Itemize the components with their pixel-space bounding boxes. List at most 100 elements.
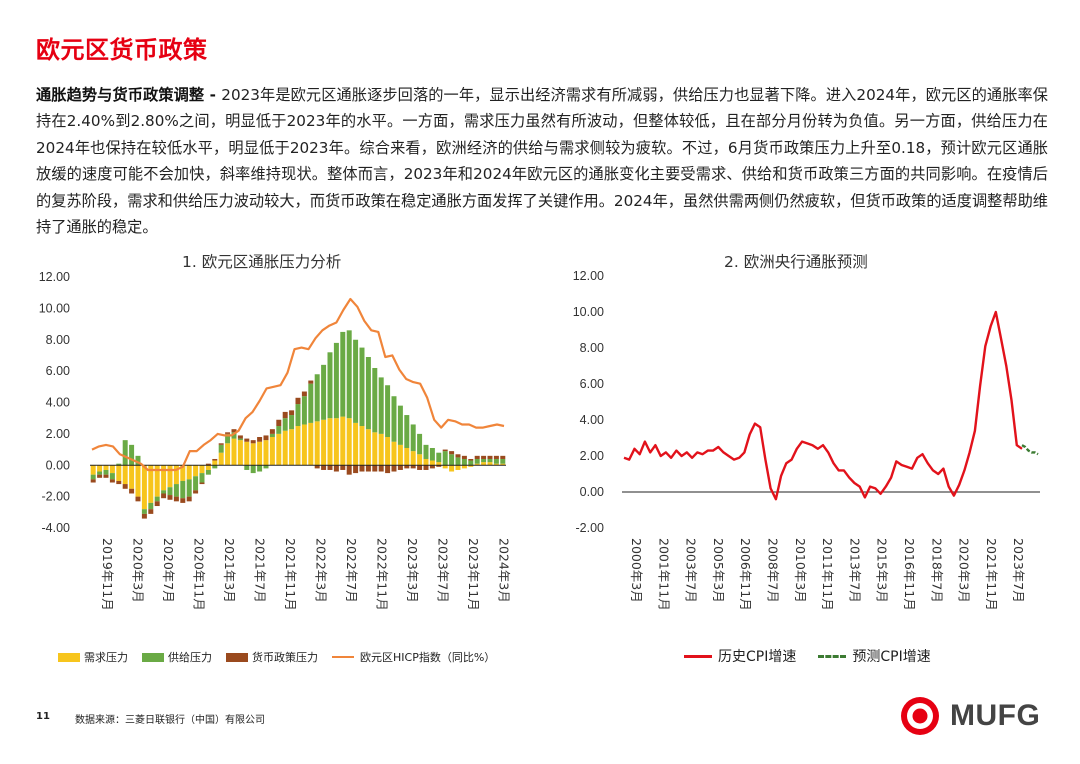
chart1-bar-monetary xyxy=(193,490,199,494)
chart1-bar-demand xyxy=(346,418,352,466)
chart1-bar-supply xyxy=(180,480,186,499)
chart1-bar-monetary xyxy=(244,438,250,442)
chart1-bar-monetary xyxy=(237,435,243,439)
chart1-bar-monetary xyxy=(378,465,384,472)
legend-label-demand: 需求压力 xyxy=(84,651,128,664)
chart1-bar-demand xyxy=(365,429,371,466)
chart1-bar-monetary xyxy=(474,455,480,459)
legend-line-forecast xyxy=(818,654,847,658)
chart1-bar-demand xyxy=(129,465,135,489)
chart1-ytick-label: 10.00 xyxy=(39,301,70,315)
source-note: 数据来源：三菱日联银行（中国）有限公司 xyxy=(75,715,265,726)
chart1-bar-supply xyxy=(193,476,199,491)
legend-item-supply: 供给压力 xyxy=(142,649,212,665)
chart1-bar-supply xyxy=(487,458,493,463)
legend-swatch-monetary xyxy=(226,652,248,662)
chart2-xtick-label: 2015年3月 xyxy=(875,538,890,603)
chart1-bar-monetary xyxy=(314,465,320,469)
chart1-xtick-label: 2023年7月 xyxy=(436,538,451,603)
chart2-xtick-label: 2010年3月 xyxy=(793,538,808,603)
chart1-bar-supply xyxy=(391,396,397,442)
chart2-xtick-label: 2005年3月 xyxy=(711,538,726,603)
chart1-legend: 需求压力 供给压力 货币政策压力 欧元区HICP指数（同比%） xyxy=(58,649,509,665)
page-title: 欧元区货币政策 xyxy=(36,36,208,64)
chart1-bar-demand xyxy=(417,454,423,466)
chart1-bar-supply xyxy=(468,460,474,466)
chart2-ytick-label: 10.00 xyxy=(573,305,604,319)
chart1-bar-monetary xyxy=(429,465,435,469)
chart1-bar-monetary xyxy=(372,465,378,472)
chart1-bar-demand xyxy=(359,426,365,466)
chart1-xtick-label: 2023年11月 xyxy=(466,538,481,611)
chart1-bar-demand xyxy=(289,429,295,466)
chart1-bar-supply xyxy=(372,367,378,433)
paragraph-body: 2023年是欧元区通胀逐步回落的一年，显示出经济需求有所减弱，供给压力也显著下降… xyxy=(36,86,1048,237)
chart1-bar-supply xyxy=(442,451,448,466)
page-number: 11 xyxy=(36,711,50,722)
chart1-bar-monetary xyxy=(397,465,403,470)
chart1-bar-monetary xyxy=(129,488,135,494)
paragraph-lead: 通胀趋势与货币政策调整 - xyxy=(36,86,222,104)
chart1-bar-demand xyxy=(397,444,403,466)
chart1-bar-monetary xyxy=(493,455,499,459)
chart1-bar-supply xyxy=(257,465,263,472)
chart1-bar-demand xyxy=(276,433,282,466)
chart1-bar-monetary xyxy=(263,435,269,441)
chart2-xtick-label: 2020年3月 xyxy=(957,538,972,603)
chart1-bar-demand xyxy=(212,460,218,466)
chart1-bar-supply xyxy=(141,509,147,514)
chart1-bar-supply xyxy=(129,444,135,466)
chart1-bar-monetary xyxy=(455,454,461,458)
chart1-xtick-label: 2023年3月 xyxy=(405,538,420,603)
chart1-bar-supply xyxy=(429,447,435,461)
chart1-bar-supply xyxy=(237,438,243,441)
chart1-bar-monetary xyxy=(353,465,359,474)
chart2-xtick-label: 2023年7月 xyxy=(1011,538,1026,603)
chart1-bar-supply xyxy=(359,347,365,427)
chart1-bar-supply xyxy=(116,463,122,466)
chart1-bar-supply xyxy=(410,424,416,452)
chart1-bar-supply xyxy=(301,396,307,425)
chart1-bar-demand xyxy=(468,465,474,467)
chart1-bar-supply xyxy=(327,352,333,419)
chart1-ytick-label: 12.00 xyxy=(39,270,70,284)
chart1-bar-supply xyxy=(289,415,295,430)
chart1-bar-demand xyxy=(378,433,384,466)
chart1-bar-monetary xyxy=(410,465,416,469)
chart1-xtick-label: 2022年7月 xyxy=(344,538,359,603)
chart2-xtick-label: 2013年7月 xyxy=(847,538,862,603)
chart1-bar-monetary xyxy=(103,474,109,478)
chart1-bar-supply xyxy=(474,458,480,464)
chart1-bar-supply xyxy=(231,432,237,439)
chart1-bar-monetary xyxy=(365,465,371,472)
chart1-xtick-label: 2021年3月 xyxy=(222,538,237,603)
legend-item-historical: 历史CPI增速 xyxy=(684,646,796,666)
chart2-xtick-label: 2011年11月 xyxy=(820,538,835,611)
chart1-bar-monetary xyxy=(250,440,256,444)
chart1-bar-supply xyxy=(199,473,205,483)
chart1-bar-demand xyxy=(161,465,167,491)
chart1-bar-supply xyxy=(225,433,231,444)
chart1-bar-demand xyxy=(180,465,186,481)
chart1-bar-supply xyxy=(218,444,224,453)
chart1-bar-demand xyxy=(493,463,499,466)
chart1-bar-supply xyxy=(97,471,103,475)
mufg-logo: MUFG xyxy=(898,696,1040,736)
chart1-bar-supply xyxy=(423,444,429,459)
mufg-logo-text: MUFG xyxy=(950,699,1041,732)
chart1-bar-demand xyxy=(103,465,109,470)
chart1-bar-demand xyxy=(449,465,455,472)
chart1-bar-monetary xyxy=(90,479,96,483)
chart1-ytick-label: -2.00 xyxy=(42,490,71,504)
chart1-bar-monetary xyxy=(257,437,263,442)
chart1-bar-monetary xyxy=(404,465,410,469)
chart1-bar-supply xyxy=(186,479,192,497)
legend-item-forecast: 预测CPI增速 xyxy=(818,646,931,666)
chart1-bar-demand xyxy=(90,465,96,475)
chart1-bar-demand xyxy=(295,426,301,466)
chart1-bar-monetary xyxy=(218,443,224,445)
chart1-xtick-label: 2021年7月 xyxy=(253,538,268,603)
chart1-ytick-label: 8.00 xyxy=(46,333,70,347)
chart1-bar-demand xyxy=(109,465,115,474)
chart1-bar-supply xyxy=(269,433,275,438)
